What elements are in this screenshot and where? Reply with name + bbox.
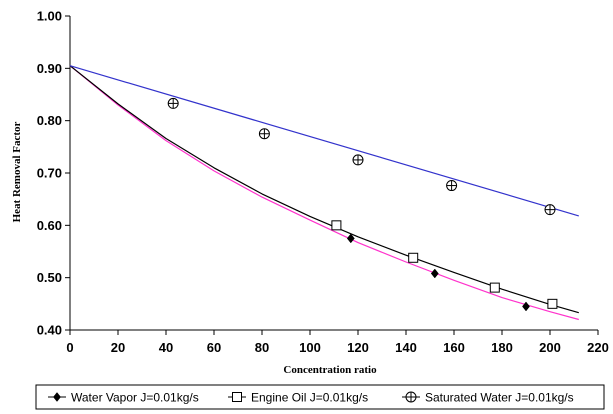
x-axis-title: Concentration ratio <box>283 364 377 376</box>
x-tick-label: 0 <box>66 340 73 355</box>
x-tick-label: 180 <box>491 340 513 355</box>
x-tick-label: 160 <box>443 340 465 355</box>
legend-item: Saturated Water J=0.01kg/s <box>402 391 574 405</box>
series-2 <box>69 65 579 217</box>
circle-plus-marker <box>405 391 417 403</box>
legend-box <box>35 384 605 410</box>
legend: Water Vapor J=0.01kg/s Engine Oil J=0.01k… <box>35 384 605 410</box>
square-marker <box>489 282 500 293</box>
diamond-marker <box>430 268 439 279</box>
y-tick-label: 0.50 <box>37 270 62 285</box>
x-tick-label: 220 <box>587 340 609 355</box>
series-1 <box>69 65 579 314</box>
circle-plus-marker <box>258 128 270 140</box>
x-tick-label: 120 <box>347 340 369 355</box>
y-tick-label: 0.90 <box>37 61 62 76</box>
series-line <box>69 65 579 217</box>
series-layer <box>69 65 579 321</box>
circle-plus-marker <box>446 180 458 192</box>
series-0 <box>69 65 579 321</box>
plot-area <box>69 16 598 331</box>
square-marker <box>547 298 558 309</box>
circle-plus-marker <box>167 97 179 109</box>
circle-plus-marker <box>544 204 556 216</box>
y-tick-label: 0.60 <box>37 218 62 233</box>
x-tick-label: 200 <box>539 340 561 355</box>
x-tick-label: 60 <box>207 340 221 355</box>
y-tick-label: 0.70 <box>37 166 62 181</box>
diamond-marker <box>346 233 355 244</box>
x-tick-label: 100 <box>299 340 321 355</box>
square-marker <box>232 392 242 402</box>
circle-plus-marker <box>352 154 364 166</box>
x-axis: 0 20 40 60 80 100 120 140 160 180 200 220 <box>66 330 609 355</box>
legend-label: Saturated Water J=0.01kg/s <box>425 391 574 405</box>
y-tick-label: 1.00 <box>37 9 62 24</box>
legend-label: Water Vapor J=0.01kg/s <box>71 391 199 405</box>
square-marker <box>331 220 342 231</box>
legend-item: Water Vapor J=0.01kg/s <box>48 391 199 405</box>
y-tick-label: 0.40 <box>37 323 62 338</box>
legend-label: Engine Oil J=0.01kg/s <box>251 391 368 405</box>
y-tick-label: 0.80 <box>37 113 62 128</box>
x-tick-label: 80 <box>255 340 269 355</box>
y-axis-title: Heat Removal Factor <box>11 121 23 222</box>
x-tick-label: 140 <box>395 340 417 355</box>
diamond-marker <box>522 301 530 312</box>
series-line <box>69 65 579 321</box>
legend-item: Engine Oil J=0.01kg/s <box>228 391 368 405</box>
series-line <box>69 65 579 314</box>
diamond-marker <box>53 392 61 402</box>
x-tick-label: 40 <box>159 340 173 355</box>
square-marker <box>408 252 419 263</box>
y-axis: 0.40 0.50 0.60 0.70 0.80 0.90 1.00 <box>37 9 70 338</box>
x-tick-label: 20 <box>111 340 125 355</box>
